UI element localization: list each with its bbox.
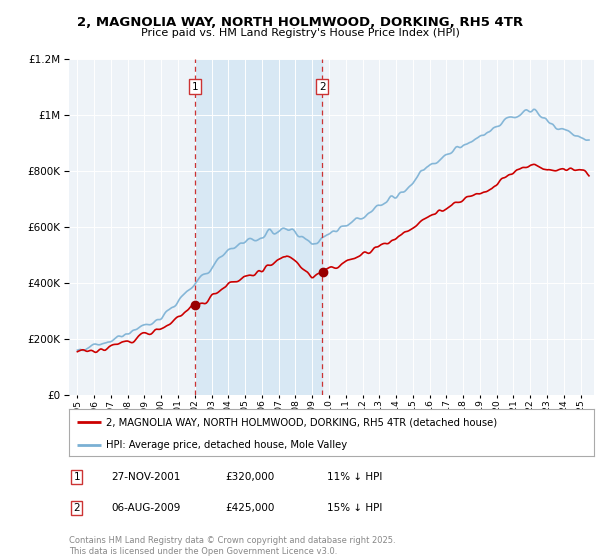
Text: 1: 1 [73,472,80,482]
Text: 2, MAGNOLIA WAY, NORTH HOLMWOOD, DORKING, RH5 4TR (detached house): 2, MAGNOLIA WAY, NORTH HOLMWOOD, DORKING… [106,417,497,427]
Text: £425,000: £425,000 [225,503,274,513]
Text: 1: 1 [191,82,198,92]
Text: £320,000: £320,000 [225,472,274,482]
Text: Contains HM Land Registry data © Crown copyright and database right 2025.
This d: Contains HM Land Registry data © Crown c… [69,536,395,556]
Text: 11% ↓ HPI: 11% ↓ HPI [327,472,382,482]
Text: 15% ↓ HPI: 15% ↓ HPI [327,503,382,513]
Text: 2: 2 [319,82,326,92]
Text: 27-NOV-2001: 27-NOV-2001 [111,472,181,482]
Text: HPI: Average price, detached house, Mole Valley: HPI: Average price, detached house, Mole… [106,440,347,450]
Text: 2: 2 [73,503,80,513]
Text: 2, MAGNOLIA WAY, NORTH HOLMWOOD, DORKING, RH5 4TR: 2, MAGNOLIA WAY, NORTH HOLMWOOD, DORKING… [77,16,523,29]
Bar [195,59,322,395]
Text: 06-AUG-2009: 06-AUG-2009 [111,503,181,513]
Text: Price paid vs. HM Land Registry's House Price Index (HPI): Price paid vs. HM Land Registry's House … [140,28,460,38]
